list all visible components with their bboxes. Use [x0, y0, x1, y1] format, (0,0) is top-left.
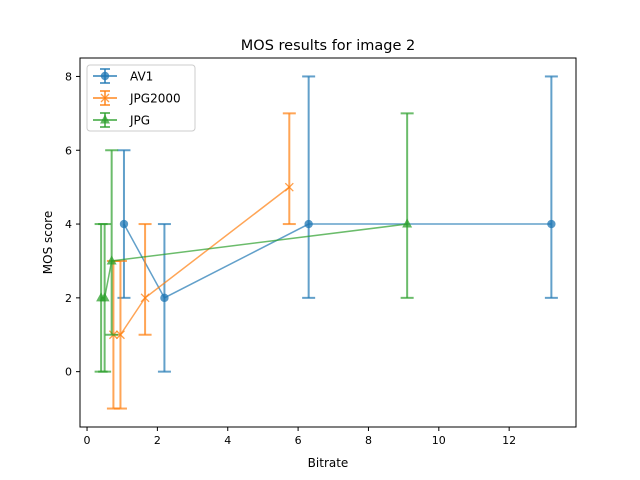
data-point	[119, 219, 129, 229]
legend-marker	[100, 93, 110, 103]
data-point	[115, 330, 125, 340]
x-tick-label: 4	[224, 434, 231, 447]
legend-marker	[100, 71, 110, 81]
y-axis-label: MOS score	[41, 211, 55, 274]
chart-title: MOS results for image 2	[241, 38, 415, 54]
legend-marker	[100, 114, 110, 124]
data-point	[284, 182, 294, 192]
y-tick-label: 6	[65, 144, 72, 157]
data-point	[106, 255, 117, 265]
error-bar	[302, 75, 316, 299]
x-tick-label: 0	[84, 434, 91, 447]
legend-label: JPG2000	[129, 92, 181, 106]
legend-label: AV1	[130, 70, 153, 84]
series-jpg	[94, 112, 414, 373]
legend-box	[86, 64, 196, 132]
legend-label: JPG	[129, 114, 150, 128]
data-point	[304, 219, 313, 229]
error-bar	[138, 223, 152, 336]
axis-ticks: 0 2 4 6 8 10 12 0 2 4 6 8	[65, 70, 516, 447]
error-bar	[400, 112, 414, 299]
x-axis-label: Bitrate	[308, 456, 349, 470]
data-point	[140, 293, 150, 303]
data-point	[160, 293, 169, 303]
x-tick-label: 2	[154, 434, 161, 447]
x-tick-label: 8	[365, 434, 372, 447]
y-tick-label: 4	[65, 218, 72, 231]
x-tick-label: 10	[432, 434, 446, 447]
x-tick-label: 6	[295, 434, 302, 447]
y-tick-label: 2	[65, 292, 72, 305]
axes-frame	[79, 57, 577, 428]
error-bar	[282, 112, 296, 226]
plot-area	[94, 75, 558, 410]
error-bar	[544, 75, 558, 299]
y-tick-label: 8	[65, 70, 72, 83]
data-point	[547, 219, 556, 229]
x-tick-label: 12	[502, 434, 516, 447]
y-tick-label: 0	[65, 366, 72, 379]
legend: AV1 JPG2000 JPG	[86, 64, 196, 132]
error-bar	[105, 149, 119, 336]
data-point	[402, 218, 413, 228]
data-point	[99, 292, 110, 302]
